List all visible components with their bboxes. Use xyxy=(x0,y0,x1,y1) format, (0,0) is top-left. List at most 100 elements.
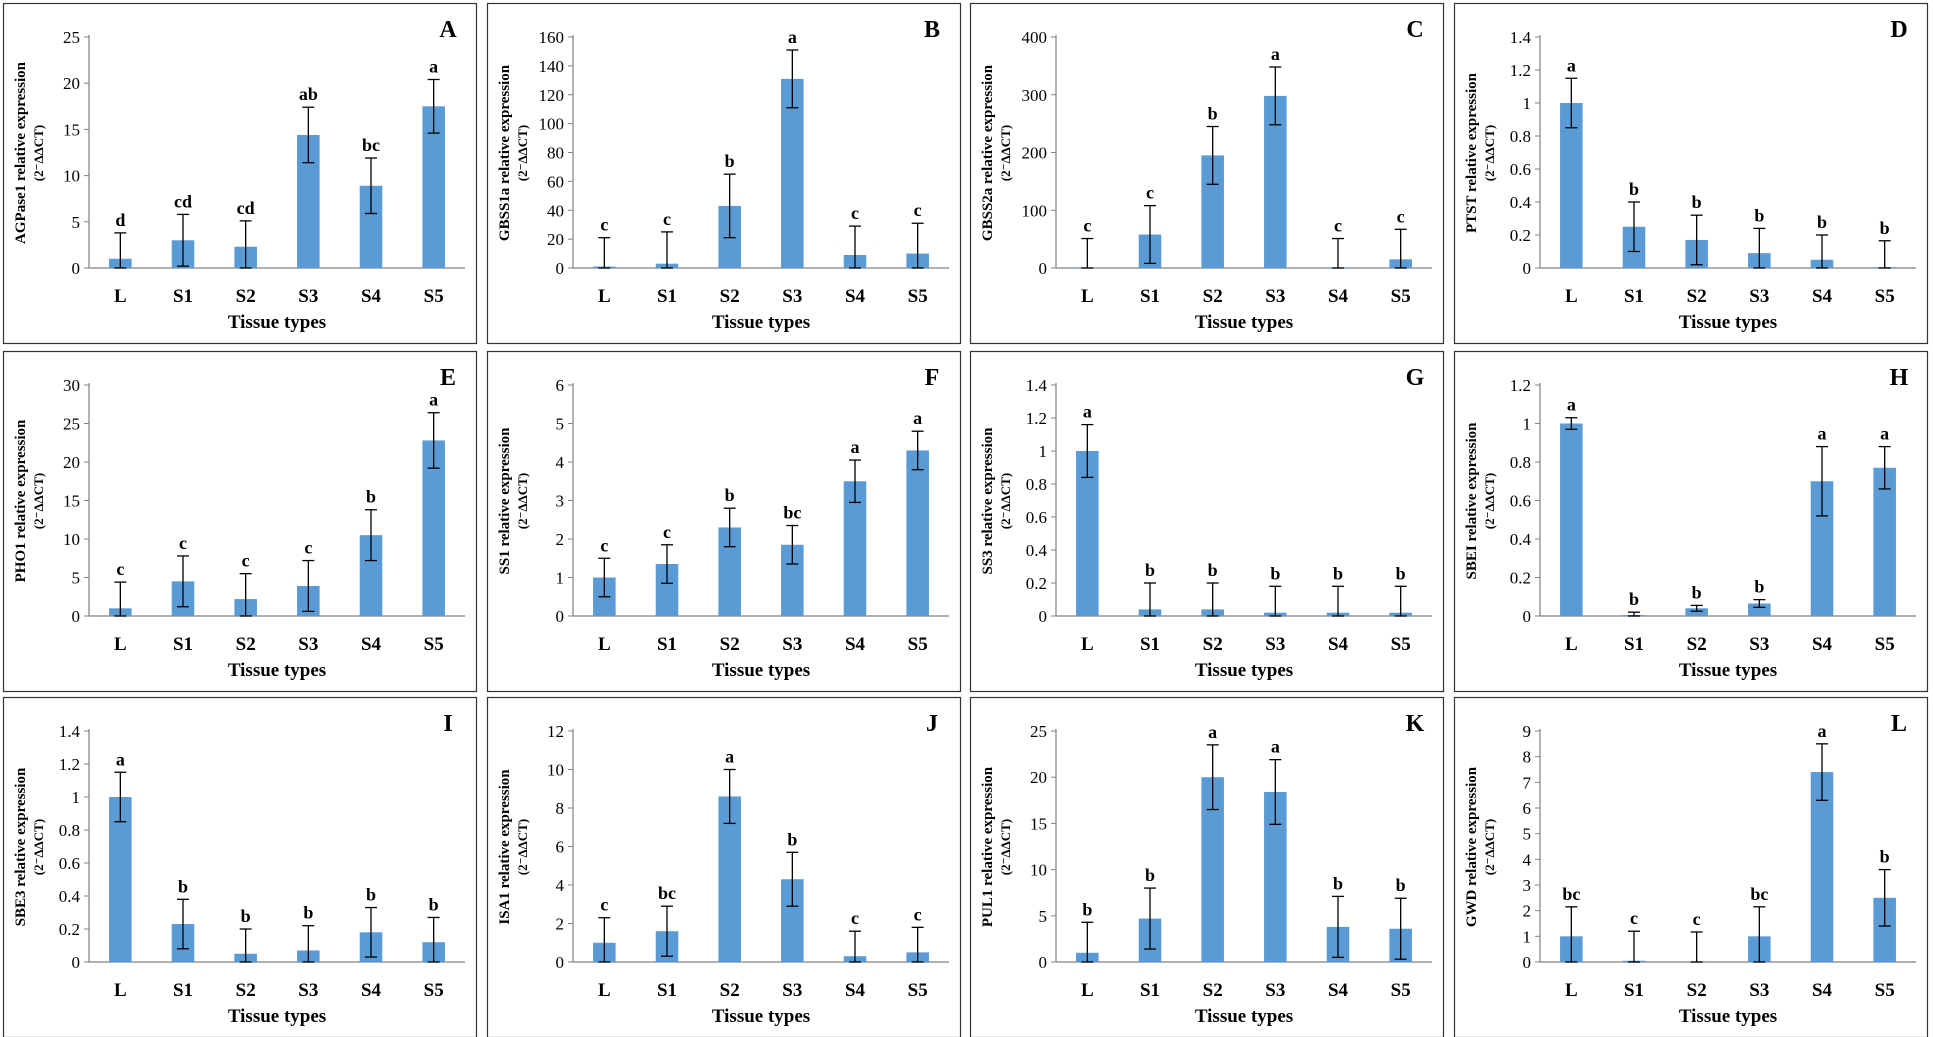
x-tick-label: L xyxy=(1081,980,1094,1001)
x-tick-label: S3 xyxy=(1265,980,1285,1001)
panel-a: 0 5 10 15 20 25 d Lcd S1 cd S2 ab S3 bc S4 a S5 Tissue ty… xyxy=(2,2,478,345)
x-tick-label: S4 xyxy=(845,634,866,655)
bar xyxy=(655,564,679,616)
bar xyxy=(359,535,383,616)
significance-letter: bc xyxy=(1750,884,1768,904)
x-tick-label: S4 xyxy=(845,980,866,1001)
significance-letter: b xyxy=(1333,563,1343,583)
significance-letter: c xyxy=(179,533,187,553)
significance-letter: c xyxy=(600,895,608,915)
significance-letter: c xyxy=(600,215,608,235)
x-tick-label: L xyxy=(1565,634,1578,655)
y-tick-label: 7 xyxy=(1523,773,1532,792)
significance-letter: b xyxy=(1754,577,1764,597)
x-tick-label: L xyxy=(114,980,127,1001)
y-tick-label: 8 xyxy=(1523,748,1532,767)
significance-letter: b xyxy=(1208,104,1218,124)
y-tick-label: 160 xyxy=(539,28,565,47)
x-tick-label: S3 xyxy=(1749,980,1769,1001)
y-tick-label: 0 xyxy=(72,607,81,626)
y-tick-label: 120 xyxy=(539,86,565,105)
bar xyxy=(1076,451,1099,616)
y-tick-label: 0.8 xyxy=(1026,475,1047,494)
y-tick-label: 30 xyxy=(63,376,80,395)
y-tick-label: 0 xyxy=(1039,953,1048,972)
x-tick-label: S5 xyxy=(1875,634,1895,655)
significance-letter: a xyxy=(1567,395,1576,415)
y-tick-label: 10 xyxy=(63,530,80,549)
bar xyxy=(781,544,804,616)
significance-letter: b xyxy=(1082,899,1092,919)
panel-c: 0 100 200 300 400 c Lc S1 b S2 a S3 c S4 c S5 Tissue typ… xyxy=(969,2,1445,345)
y-tick-label: 140 xyxy=(539,57,565,76)
y-tick-label: 1.4 xyxy=(1510,28,1532,47)
panel-label: B xyxy=(924,17,940,43)
panel-border xyxy=(969,696,1445,1037)
panel-border xyxy=(486,2,962,345)
y-axis-title: PUL1 relative expression xyxy=(980,766,996,927)
panel-border xyxy=(486,350,962,693)
significance-letter: a xyxy=(1208,722,1217,742)
x-tick-label: S5 xyxy=(424,286,444,307)
y-tick-label: 2 xyxy=(556,915,565,934)
y-axis-formula: (2⁻ΔΔCT) xyxy=(1482,473,1497,529)
y-tick-label: 25 xyxy=(63,28,80,47)
x-tick-label: S3 xyxy=(298,634,318,655)
y-tick-label: 0.6 xyxy=(1026,508,1047,527)
x-tick-label: S1 xyxy=(1140,634,1160,655)
bar xyxy=(718,527,741,616)
panel-e: 0 5 10 15 20 25 30 c Lc S1 c S2 c S3 b S4 a S5 Tissue type… xyxy=(2,350,478,693)
x-tick-label: S5 xyxy=(908,634,928,655)
significance-letter: c xyxy=(1083,216,1091,236)
significance-letter: c xyxy=(1397,206,1405,226)
x-tick-label: S2 xyxy=(720,980,740,1001)
y-tick-label: 20 xyxy=(63,74,80,93)
bar xyxy=(1264,791,1287,962)
panel-label: D xyxy=(1890,17,1907,43)
x-tick-label: S4 xyxy=(1812,634,1833,655)
bar xyxy=(718,796,741,962)
significance-letter: c xyxy=(914,200,922,220)
y-tick-label: 1 xyxy=(1039,442,1048,461)
x-tick-label: S2 xyxy=(720,634,740,655)
y-axis-formula: (2⁻ΔΔCT) xyxy=(1482,819,1497,875)
significance-letter: b xyxy=(1145,865,1155,885)
y-tick-label: 0 xyxy=(1523,953,1532,972)
panel-l: 0 1 2 3 4 5 6 7 8 9 bc Lc S1 c S2 bc S3 a S4 b S5 Tissue type… xyxy=(1453,696,1929,1037)
significance-letter: b xyxy=(1880,847,1890,867)
y-tick-label: 1 xyxy=(72,788,81,807)
x-tick-label: S1 xyxy=(1624,286,1644,307)
significance-letter: a xyxy=(1818,424,1827,444)
significance-letter: bc xyxy=(783,503,801,523)
x-tick-label: L xyxy=(598,980,611,1001)
y-axis-formula: (2⁻ΔΔCT) xyxy=(31,125,46,181)
significance-letter: b xyxy=(1145,560,1155,580)
panel-label: H xyxy=(1890,365,1909,391)
panel-border xyxy=(1453,696,1929,1037)
bar xyxy=(781,879,804,962)
y-tick-label: 5 xyxy=(556,415,565,434)
significance-letter: c xyxy=(600,535,608,555)
panel-label: K xyxy=(1406,711,1425,737)
significance-letter: b xyxy=(1692,582,1702,602)
y-tick-label: 0 xyxy=(556,259,565,278)
x-tick-label: L xyxy=(598,286,611,307)
significance-letter: a xyxy=(1818,721,1827,741)
x-tick-label: S3 xyxy=(782,286,802,307)
bar xyxy=(1264,95,1287,268)
y-tick-label: 1.4 xyxy=(59,722,81,741)
x-tick-label: S3 xyxy=(1265,634,1285,655)
x-tick-label: L xyxy=(114,286,127,307)
x-tick-label: S1 xyxy=(657,634,677,655)
panel-label: G xyxy=(1406,365,1425,391)
y-tick-label: 5 xyxy=(1523,825,1532,844)
y-tick-label: 5 xyxy=(1039,907,1048,926)
x-axis-title: Tissue types xyxy=(228,660,326,681)
y-tick-label: 60 xyxy=(547,172,564,191)
panel-f: 0 1 2 3 4 5 6 c Lc S1 b S2 bc S3 a S4 a S5 Tissue types SS1… xyxy=(486,350,962,693)
x-tick-label: S3 xyxy=(1749,286,1769,307)
x-tick-label: S4 xyxy=(361,634,382,655)
x-axis-title: Tissue types xyxy=(1195,1006,1293,1027)
x-tick-label: S4 xyxy=(845,286,866,307)
